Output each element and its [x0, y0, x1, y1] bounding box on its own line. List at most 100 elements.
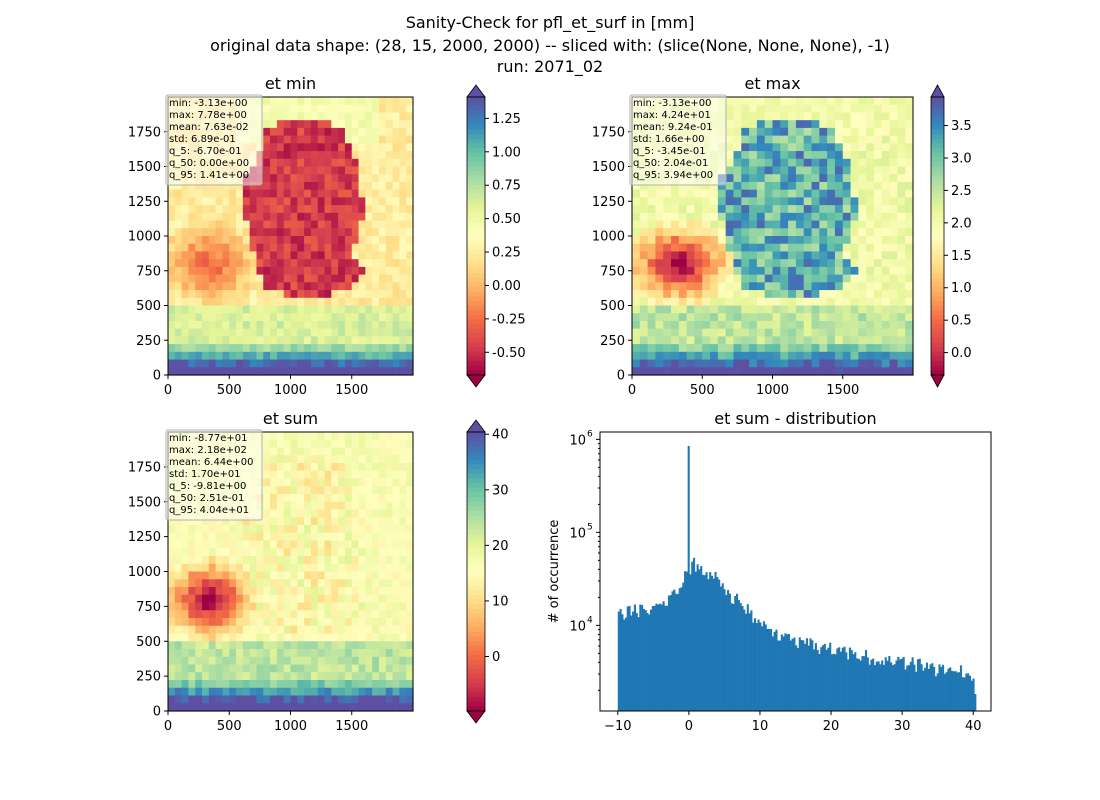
y-tick-label: 1250: [128, 195, 161, 210]
histogram-bar: [911, 657, 914, 711]
histogram-bar: [696, 564, 699, 711]
histogram-bar: [734, 596, 737, 711]
histogram-bar: [700, 566, 703, 711]
stats-line: q_50: 0.00e+00: [169, 158, 249, 169]
histogram-bar: [859, 660, 862, 711]
histogram-bar: [675, 593, 678, 711]
x-tick-label: 500: [690, 383, 715, 398]
axes-title: et min: [265, 74, 316, 93]
histogram-bar: [866, 657, 869, 711]
histogram-bar: [868, 664, 871, 711]
histogram-bar: [782, 636, 785, 711]
histogram-bar: [685, 571, 688, 711]
x-tick-label: 1000: [274, 383, 307, 398]
histogram-bar: [732, 604, 735, 711]
histogram-bar: [841, 647, 844, 711]
histogram-bar: [818, 653, 821, 711]
histogram-bar: [725, 595, 728, 711]
x-tick-label: 0: [628, 383, 636, 398]
histogram-bar: [924, 667, 927, 711]
histogram-bar: [786, 634, 789, 711]
histogram-bar: [657, 604, 660, 711]
histogram-bar: [791, 638, 794, 711]
x-tick-label: 1000: [274, 719, 307, 734]
histogram-bar: [701, 574, 705, 711]
stats-line: mean: 6.44e+00: [169, 457, 253, 468]
histogram-bar: [619, 608, 622, 711]
histogram-bar: [856, 658, 859, 711]
histogram-bar: [916, 659, 920, 711]
histogram-bar: [895, 660, 898, 711]
y-tick-label: 1500: [128, 495, 161, 510]
y-tick-label: 10: [569, 433, 586, 448]
histogram-bar: [651, 605, 654, 711]
stats-box-frame: [629, 94, 727, 186]
histogram-bar: [807, 645, 810, 711]
stats-line: q_95: 3.94e+00: [633, 170, 713, 181]
colorbar-tick-label: 0.25: [492, 246, 521, 261]
histogram-bar: [624, 617, 628, 711]
histogram-bar: [664, 605, 667, 711]
x-tick-label: 1500: [335, 383, 368, 398]
histogram-bar: [739, 602, 742, 711]
colorbar-tick-label: 0.00: [492, 279, 521, 294]
y-tick-label: 1000: [128, 565, 161, 580]
histogram-bar: [836, 648, 839, 711]
y-tick-label: 500: [136, 635, 161, 650]
histogram-bar: [879, 664, 882, 711]
histogram-bar: [952, 671, 955, 711]
x-tick-label: 10: [752, 719, 769, 734]
histogram-bar: [950, 670, 954, 711]
histogram-bar: [972, 678, 975, 711]
histogram-bar: [709, 572, 712, 711]
histogram-bar: [814, 643, 817, 711]
histogram-bar: [947, 668, 950, 711]
histogram-bar: [666, 605, 669, 711]
histogram-bar: [954, 671, 957, 711]
histogram-bar: [646, 613, 649, 711]
histogram-bar: [719, 586, 722, 711]
colorbar: 0 10 20 30 40: [466, 419, 509, 724]
histogram-bar: [847, 659, 850, 711]
histogram-bar: [945, 672, 948, 711]
histogram-bar: [949, 667, 952, 711]
histogram-bar: [667, 595, 671, 711]
histogram-bar: [823, 643, 826, 711]
histogram-bar: [693, 557, 696, 711]
histogram-bar: [741, 606, 744, 711]
colorbar-tick-label: 40: [492, 428, 509, 443]
y-tick-exponent: 5: [587, 522, 593, 532]
histogram-bar: [644, 610, 647, 711]
histogram-bar: [825, 649, 828, 711]
x-tick-label: 0: [164, 719, 172, 734]
y-tick-exponent: 4: [587, 615, 593, 625]
colorbar-tick-label: 10: [492, 594, 509, 609]
histogram-bar: [920, 664, 923, 711]
histogram-bar: [897, 656, 900, 711]
y-tick-label: 250: [136, 334, 161, 349]
histogram-bar: [787, 634, 791, 711]
heatmap-panel-2: et max 0 500 1000 1500 0 250 500 750 1000 1250 1500…: [592, 74, 972, 398]
histogram-bar: [929, 664, 932, 711]
x-tick-label: 500: [217, 719, 242, 734]
histogram-bar: [743, 609, 746, 711]
axes-frame: [599, 431, 992, 712]
axes-title: et sum - distribution: [714, 409, 876, 428]
histogram-bar: [925, 662, 928, 711]
y-tick-label: 250: [600, 334, 625, 349]
histogram-bar: [805, 638, 808, 711]
histogram-bar: [872, 658, 875, 711]
histogram-bar: [967, 673, 970, 711]
stats-line: max: 7.78e+00: [169, 110, 247, 121]
histogram-bar: [902, 656, 905, 711]
histogram-bar: [737, 600, 740, 711]
histogram-bar: [870, 659, 873, 711]
y-tick-label: 1000: [592, 230, 625, 245]
histogram-bar: [881, 660, 884, 711]
histogram-bar: [757, 619, 760, 711]
colorbar-tick-label: 3.0: [951, 151, 972, 166]
colorbar-tick-label: -0.50: [492, 346, 526, 361]
histogram-bar: [857, 658, 860, 711]
